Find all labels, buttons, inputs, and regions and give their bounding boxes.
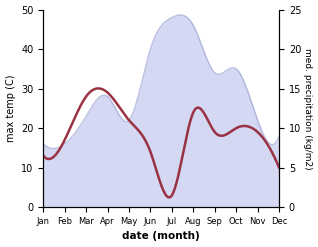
Y-axis label: max temp (C): max temp (C) [5, 75, 16, 142]
Y-axis label: med. precipitation (kg/m2): med. precipitation (kg/m2) [303, 48, 313, 169]
X-axis label: date (month): date (month) [122, 231, 200, 242]
